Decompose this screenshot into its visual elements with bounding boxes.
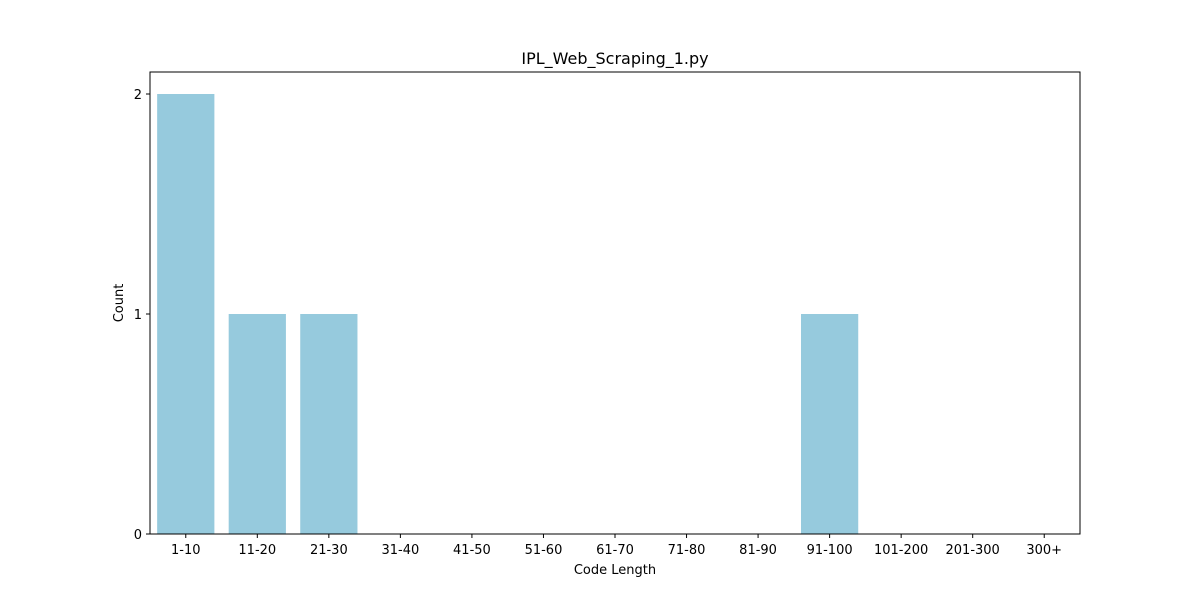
x-tick-label: 11-20 bbox=[238, 543, 276, 558]
x-axis-ticks: 1-10 11-20 21-30 31-40 41-50 51-60 61-70 71-80 8… bbox=[171, 534, 1062, 558]
x-tick-label: 81-90 bbox=[739, 543, 777, 558]
chart-title: IPL_Web_Scraping_1.py bbox=[521, 49, 708, 69]
plot-frame bbox=[149, 71, 1081, 535]
x-tick-label: 61-70 bbox=[596, 543, 634, 558]
x-axis-label: Code Length bbox=[574, 563, 656, 578]
bars-layer bbox=[157, 94, 859, 534]
y-axis-label: Count bbox=[112, 284, 127, 323]
x-tick-label: 51-60 bbox=[525, 543, 563, 558]
x-tick-label: 300+ bbox=[1026, 543, 1062, 558]
bar-91-100 bbox=[801, 314, 859, 534]
y-tick-label: 1 bbox=[134, 308, 142, 323]
y-tick-label: 0 bbox=[134, 528, 142, 543]
bar-1-10 bbox=[157, 94, 215, 534]
y-axis-ticks: 0 1 2 bbox=[134, 88, 150, 543]
y-tick-label: 2 bbox=[134, 88, 142, 103]
x-tick-label: 1-10 bbox=[171, 543, 201, 558]
bar-21-30 bbox=[300, 314, 358, 534]
x-tick-label: 31-40 bbox=[381, 543, 419, 558]
x-tick-label: 101-200 bbox=[874, 543, 928, 558]
x-tick-label: 41-50 bbox=[453, 543, 491, 558]
x-tick-label: 71-80 bbox=[668, 543, 706, 558]
x-tick-label: 201-300 bbox=[946, 543, 1000, 558]
x-tick-label: 21-30 bbox=[310, 543, 348, 558]
x-tick-label: 91-100 bbox=[807, 543, 853, 558]
bar-11-20 bbox=[228, 314, 286, 534]
